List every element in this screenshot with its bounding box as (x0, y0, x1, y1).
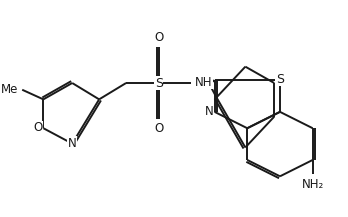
Text: O: O (154, 122, 164, 135)
Text: O: O (34, 121, 43, 134)
Text: N: N (68, 137, 77, 150)
Text: S: S (155, 77, 163, 89)
Text: N: N (205, 105, 214, 118)
Text: NH₂: NH₂ (302, 178, 324, 191)
Text: O: O (154, 31, 164, 44)
Text: S: S (276, 73, 284, 86)
Text: NH: NH (195, 76, 213, 89)
Text: Me: Me (1, 83, 18, 96)
